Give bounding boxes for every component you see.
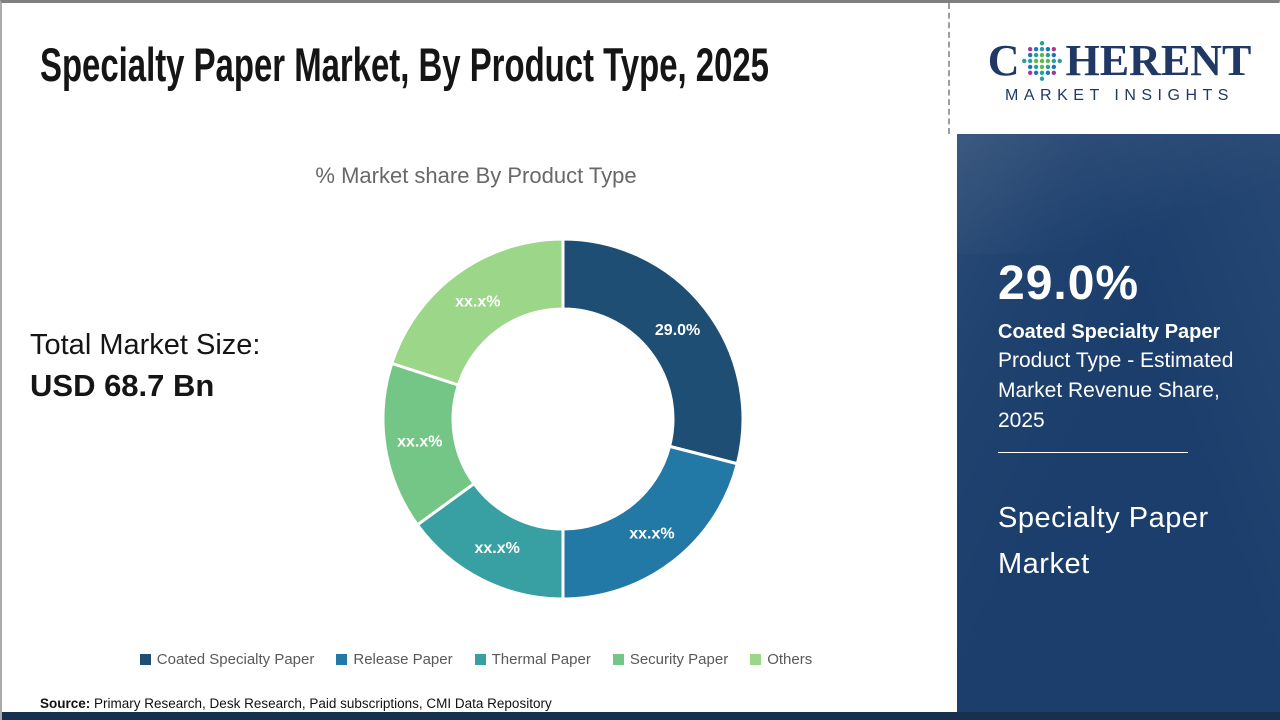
source-label: Source: <box>40 696 91 711</box>
logo-letters-herent: HERENT <box>1065 35 1252 85</box>
legend-item-2: Release Paper <box>336 651 453 668</box>
globe-dot <box>1040 46 1045 51</box>
globe-dot <box>1058 58 1063 63</box>
legend-swatch-icon <box>750 654 762 665</box>
globe-dot <box>1040 58 1045 63</box>
logo-subtitle: MARKET INSIGHTS <box>1005 86 1234 104</box>
legend-label: Security Paper <box>629 651 729 668</box>
logo-wordmark: C HERENT <box>987 35 1252 85</box>
page-title: Specialty Paper Market, By Product Type,… <box>40 38 769 91</box>
globe-dot <box>1028 70 1033 75</box>
globe-dot <box>1034 70 1039 75</box>
slice-label-4: xx.x% <box>397 434 442 451</box>
logo-letter-c: C <box>987 35 1020 85</box>
slice-label-2: xx.x% <box>629 526 674 543</box>
sidebar-stat-value: 29.0% <box>998 257 1140 310</box>
bottom-accent-bar <box>2 712 1280 720</box>
legend-label: Others <box>767 651 813 668</box>
globe-dot <box>1046 52 1051 57</box>
sidebar-stat-description: Product Type - Estimated Market Revenue … <box>998 349 1234 432</box>
legend-item-1: Coated Specialty Paper <box>139 651 315 668</box>
total-market-size-value: USD 68.7 Bn <box>30 368 215 403</box>
globe-dot <box>1046 64 1051 69</box>
globe-dot <box>1040 64 1045 69</box>
legend-item-4: Security Paper <box>612 651 729 668</box>
globe-dot <box>1022 58 1027 63</box>
dashed-separator <box>948 3 950 134</box>
donut-chart: 29.0% xx.x% xx.x% xx.x% xx.x% <box>381 237 745 601</box>
slice-label-1: 29.0% <box>655 322 700 339</box>
globe-dot <box>1052 52 1057 57</box>
globe-dot <box>1040 76 1045 81</box>
legend-label: Release Paper <box>353 651 453 668</box>
globe-dot <box>1052 58 1057 63</box>
sidebar-divider <box>998 452 1188 453</box>
source-line: Source: Primary Research, Desk Research,… <box>40 696 552 711</box>
legend-label: Coated Specialty Paper <box>156 651 315 668</box>
globe-dot <box>1034 64 1039 69</box>
total-market-size-block: Total Market Size: USD 68.7 Bn <box>30 329 260 404</box>
globe-dot <box>1028 46 1033 51</box>
globe-dot <box>1046 70 1051 75</box>
donut-slice-5 <box>390 237 565 387</box>
globe-dot <box>1034 52 1039 57</box>
globe-dot <box>1052 64 1057 69</box>
globe-dot <box>1028 58 1033 63</box>
coherent-logo: C HERENT MARKET INSIGHTS <box>957 3 1280 134</box>
coherent-logo-globe-icon <box>1022 40 1063 81</box>
globe-dot <box>1034 46 1039 51</box>
chart-title: % Market share By Product Type <box>315 163 637 188</box>
globe-dot <box>1040 40 1045 45</box>
donut-slice-2 <box>561 444 739 601</box>
globe-dot <box>1028 52 1033 57</box>
sidebar: 29.0% Coated Specialty Paper Product Typ… <box>957 134 1280 715</box>
donut-slice-1 <box>561 237 745 466</box>
globe-dot <box>1046 46 1051 51</box>
chart-legend: Coated Specialty Paper Release Paper Therm… <box>2 651 950 668</box>
globe-dot <box>1040 70 1045 75</box>
slice-label-3: xx.x% <box>475 540 520 557</box>
globe-dot <box>1028 64 1033 69</box>
globe-dot <box>1046 58 1051 63</box>
source-text-value: Primary Research, Desk Research, Paid su… <box>94 696 552 711</box>
legend-item-5: Others <box>750 651 812 668</box>
globe-dot <box>1040 52 1045 57</box>
legend-label: Thermal Paper <box>491 651 591 668</box>
globe-dot <box>1052 46 1057 51</box>
legend-swatch-icon <box>139 654 151 665</box>
legend-swatch-icon <box>474 654 486 665</box>
legend-swatch-icon <box>612 654 624 665</box>
legend-item-3: Thermal Paper <box>474 651 591 668</box>
sidebar-stat-segment: Coated Specialty Paper <box>998 321 1221 343</box>
sidebar-market-name: Specialty Paper Market <box>998 502 1209 580</box>
legend-swatch-icon <box>336 654 348 665</box>
globe-dot <box>1052 70 1057 75</box>
total-market-size-label: Total Market Size: <box>30 329 261 361</box>
slice-label-5: xx.x% <box>455 294 500 311</box>
globe-dot <box>1034 58 1039 63</box>
